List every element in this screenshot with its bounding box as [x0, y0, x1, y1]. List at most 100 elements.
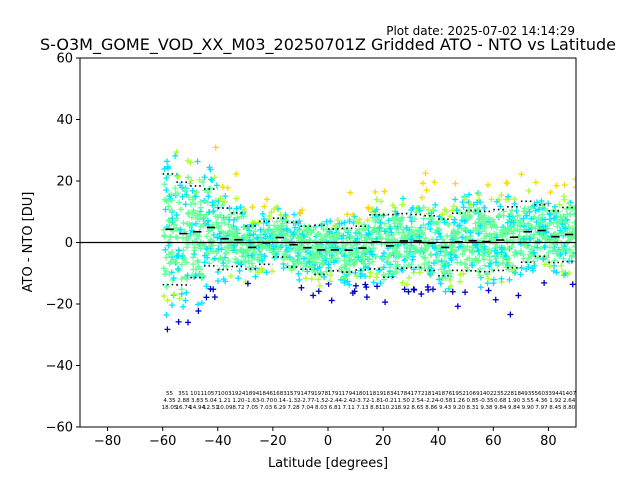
scatter-point: [309, 243, 316, 250]
scatter-point: [167, 233, 174, 240]
scatter-point: [257, 252, 264, 259]
scatter-point: [477, 223, 484, 230]
scatter-point: [536, 223, 543, 230]
scatter-point: [229, 231, 236, 238]
scatter-point: [526, 235, 533, 242]
scatter-point: [218, 219, 225, 226]
scatter-point: [315, 254, 322, 261]
scatter-point: [260, 220, 267, 227]
scatter-point: [512, 249, 519, 256]
bin-stat-label: 8.86: [425, 405, 438, 411]
scatter-point: [427, 251, 434, 258]
scatter-point: [505, 227, 512, 234]
scatter-point: [562, 225, 569, 232]
x-axis: −80 −60 −40 −20 0 20 40 60 80: [94, 427, 557, 449]
scatter-point: [445, 221, 452, 228]
scatter-point: [162, 206, 169, 213]
scatter-point: [220, 260, 227, 267]
scatter-point: [559, 230, 566, 237]
scatter-point: [434, 258, 441, 265]
scatter-point: [330, 235, 337, 242]
scatter-point: [176, 227, 183, 234]
scatter-point: [430, 260, 437, 267]
scatter-point: [373, 253, 380, 260]
scatter-point: [502, 231, 509, 238]
scatter-point: [523, 243, 530, 250]
scatter-point: [568, 254, 575, 261]
scatter-point: [375, 216, 382, 223]
scatter-point: [526, 208, 533, 215]
scatter-point: [550, 267, 557, 274]
scatter-point: [450, 240, 457, 247]
scatter-point: [191, 251, 198, 258]
scatter-point: [399, 201, 406, 208]
scatter-point: [435, 219, 442, 226]
scatter-point: [562, 219, 569, 226]
x-tick-label: 60: [485, 434, 502, 449]
scatter-point: [169, 302, 176, 309]
scatter-point: [525, 222, 532, 229]
scatter-point: [385, 254, 392, 261]
scatter-point: [190, 261, 197, 268]
scatter-point: [477, 199, 484, 206]
scatter-point: [566, 246, 573, 253]
scatter-point: [500, 212, 507, 219]
scatter-point: [222, 230, 229, 237]
scatter-point: [373, 196, 380, 203]
bin-stat-label: 5603: [535, 391, 549, 397]
scatter-point: [274, 245, 281, 252]
scatter-point: [338, 264, 345, 271]
chart-title: S-O3M_GOME_VOD_XX_M03_20250701Z Gridded …: [40, 35, 616, 55]
y-axis: −60 −40 −20 0 20 40 60: [46, 52, 80, 436]
scatter-point: [443, 232, 450, 239]
scatter-point: [450, 203, 457, 210]
scatter-point: [300, 233, 307, 240]
scatter-point: [480, 220, 487, 227]
scatter-point: [256, 269, 263, 276]
scatter-point: [178, 261, 185, 268]
scatter-point: [425, 206, 432, 213]
scatter-point: [314, 265, 321, 272]
bin-stat-label: 2.88: [177, 398, 190, 404]
bin-stat-label: 8.81: [370, 405, 382, 411]
scatter-point: [175, 318, 182, 325]
scatter-point: [170, 275, 177, 282]
scatter-point: [277, 244, 284, 251]
scatter-point: [400, 264, 407, 271]
bin-stat-label: 9.90: [522, 405, 535, 411]
scatter-point: [223, 263, 230, 270]
scatter-point: [245, 258, 252, 265]
scatter-point: [395, 253, 402, 260]
scatter-point: [559, 268, 566, 275]
scatter-point: [287, 233, 294, 240]
scatter-point: [425, 259, 432, 266]
scatter-point: [243, 240, 250, 247]
scatter-point: [447, 283, 454, 290]
scatter-point: [247, 228, 254, 235]
scatter-point: [545, 250, 552, 257]
scatter-point: [187, 159, 194, 166]
scatter-point: [541, 279, 548, 286]
scatter-point: [354, 249, 361, 256]
scatter-point: [435, 252, 442, 259]
scatter-point: [421, 246, 428, 253]
scatter-point: [233, 195, 240, 202]
scatter-point: [316, 282, 323, 289]
scatter-point: [359, 259, 366, 266]
scatter-point: [428, 265, 435, 272]
scatter-point: [403, 244, 410, 251]
scatter-point: [356, 216, 363, 223]
scatter-point: [163, 311, 170, 318]
scatter-point: [535, 222, 542, 229]
scatter-point: [337, 276, 344, 283]
scatter-point: [357, 232, 364, 239]
scatter-point: [461, 261, 468, 268]
scatter-point: [410, 231, 417, 238]
bin-stat-label: 1784: [397, 391, 411, 397]
scatter-point: [195, 307, 202, 314]
scatter-point: [452, 196, 459, 203]
scatter-point: [468, 249, 475, 256]
scatter-point: [472, 220, 479, 227]
bin-stat-label: 3.83: [191, 398, 204, 404]
scatter-point: [558, 262, 565, 269]
